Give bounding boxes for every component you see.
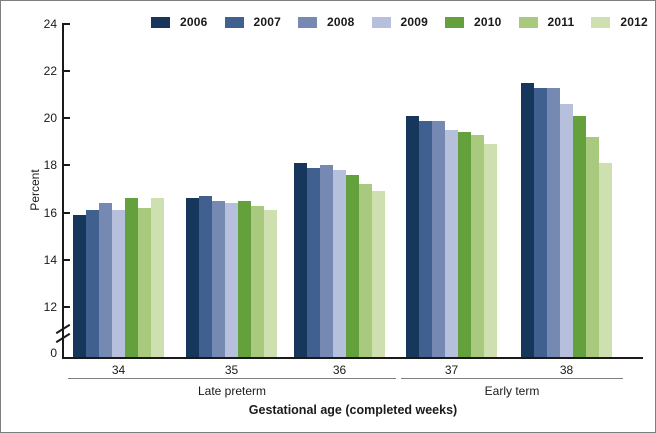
bar bbox=[406, 115, 419, 357]
bar bbox=[372, 191, 385, 357]
legend-label: 2011 bbox=[547, 15, 575, 29]
category-label: 38 bbox=[559, 363, 574, 377]
legend-swatch-icon bbox=[371, 16, 391, 28]
bar bbox=[199, 196, 212, 357]
bar bbox=[86, 210, 99, 357]
legend-item: 2009 bbox=[371, 15, 429, 29]
x-axis-title: Gestational age (completed weeks) bbox=[248, 403, 458, 417]
y-axis-tick-label: 22 bbox=[43, 64, 57, 78]
bar bbox=[151, 198, 164, 357]
section-bracket-line bbox=[401, 378, 623, 379]
legend-label: 2006 bbox=[180, 15, 208, 29]
y-axis-tick-label: 16 bbox=[43, 205, 57, 220]
category-label: 35 bbox=[224, 363, 239, 377]
bar bbox=[320, 165, 333, 357]
bar bbox=[432, 120, 445, 357]
bar bbox=[445, 130, 458, 357]
bar bbox=[112, 210, 125, 357]
y-axis-tick bbox=[64, 22, 70, 25]
legend: 2006 2007 2008 2009 2010 2011 2012 bbox=[151, 15, 655, 29]
legend-swatch-icon bbox=[224, 16, 244, 28]
bar bbox=[560, 104, 573, 357]
y-axis-tick-label: 18 bbox=[43, 158, 57, 173]
y-axis-tick bbox=[64, 211, 70, 214]
bar bbox=[458, 132, 471, 357]
bar bbox=[186, 198, 199, 357]
legend-swatch-icon bbox=[445, 16, 464, 28]
bar bbox=[534, 87, 547, 357]
legend-label: 2007 bbox=[253, 15, 281, 29]
category-label: 37 bbox=[444, 363, 459, 377]
bar bbox=[359, 184, 372, 357]
legend-label: 2012 bbox=[620, 15, 648, 29]
bar bbox=[573, 115, 586, 357]
bar bbox=[307, 167, 320, 357]
bar bbox=[471, 134, 484, 357]
bar bbox=[125, 198, 138, 357]
y-axis-tick bbox=[64, 117, 70, 120]
y-axis-tick bbox=[64, 258, 70, 261]
bar bbox=[333, 170, 346, 357]
legend-swatch-icon bbox=[151, 16, 170, 28]
y-axis-tick bbox=[64, 70, 70, 72]
category-label: 34 bbox=[111, 363, 126, 377]
bar bbox=[73, 215, 86, 357]
legend-item: 2010 bbox=[445, 15, 502, 29]
legend-item: 2008 bbox=[298, 15, 355, 29]
legend-item: 2006 bbox=[151, 15, 208, 29]
legend-item: 2012 bbox=[591, 15, 648, 29]
y-axis-line bbox=[62, 23, 64, 359]
y-axis-tick-label: 0 bbox=[50, 346, 57, 360]
y-axis-tick bbox=[64, 306, 70, 308]
bar bbox=[212, 200, 225, 357]
y-axis-tick bbox=[64, 164, 70, 167]
y-axis-tick-label: 14 bbox=[43, 252, 57, 267]
section-bracket-line bbox=[68, 378, 396, 379]
y-axis-tick-label: 20 bbox=[43, 111, 57, 126]
legend-label: 2010 bbox=[474, 15, 502, 29]
legend-label: 2008 bbox=[327, 15, 355, 29]
section-label: Late preterm bbox=[197, 384, 267, 398]
bar bbox=[99, 203, 112, 357]
bar bbox=[225, 203, 238, 357]
legend-label: 2009 bbox=[400, 15, 428, 29]
bar bbox=[346, 174, 359, 357]
bar bbox=[547, 87, 560, 357]
bar bbox=[586, 137, 599, 357]
bar bbox=[419, 120, 432, 357]
legend-swatch-icon bbox=[518, 16, 538, 28]
y-axis-tick-label: 12 bbox=[43, 300, 57, 314]
legend-item: 2011 bbox=[518, 15, 575, 29]
bar bbox=[599, 163, 612, 357]
bar bbox=[521, 82, 534, 357]
x-axis-baseline bbox=[62, 357, 643, 359]
legend-swatch-icon bbox=[298, 16, 317, 28]
bar bbox=[251, 205, 264, 357]
legend-item: 2007 bbox=[224, 15, 282, 29]
y-axis-tick-label: 24 bbox=[43, 16, 57, 31]
bar bbox=[484, 144, 497, 357]
bar bbox=[238, 200, 251, 357]
bar bbox=[138, 207, 151, 357]
section-label: Early term bbox=[484, 384, 540, 398]
category-label: 36 bbox=[332, 363, 347, 377]
bar bbox=[264, 210, 277, 357]
bar bbox=[294, 163, 307, 357]
legend-swatch-icon bbox=[591, 16, 611, 28]
y-axis-title: Percent bbox=[28, 169, 42, 211]
